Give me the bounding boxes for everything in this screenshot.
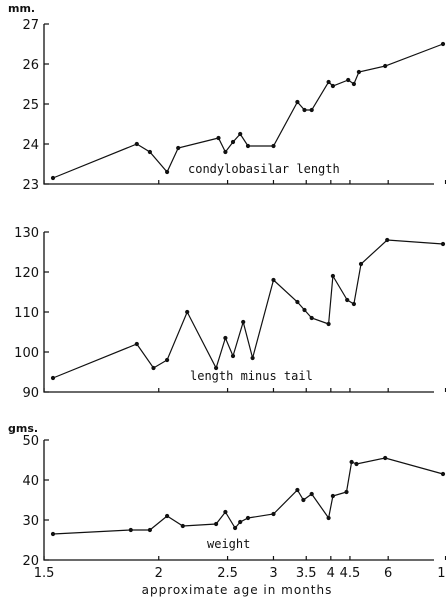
data-point — [383, 64, 387, 68]
data-point — [223, 336, 227, 340]
data-point — [271, 144, 275, 148]
data-point — [331, 274, 335, 278]
data-point — [441, 242, 445, 246]
data-point — [165, 170, 169, 174]
x-tick-label: 3 — [269, 566, 277, 581]
data-point — [302, 308, 306, 312]
data-point — [148, 150, 152, 154]
y-tick-label: 26 — [22, 58, 39, 73]
data-point — [238, 132, 242, 136]
data-point — [176, 146, 180, 150]
data-point — [310, 316, 314, 320]
data-point — [344, 490, 348, 494]
data-point — [383, 456, 387, 460]
data-point — [385, 238, 389, 242]
y-tick-label: 24 — [22, 138, 39, 153]
y-tick-label: 100 — [14, 346, 39, 361]
y-tick-label: 27 — [22, 18, 39, 33]
data-point — [310, 492, 314, 496]
data-point — [214, 366, 218, 370]
panel-condylobasilar-length: mm. condylobasilar length 23 24 25 26 27 — [8, 2, 445, 193]
series-line — [53, 458, 443, 534]
data-point — [129, 528, 133, 532]
panel-length-minus-tail: length minus tail 90 100 110 120 130 — [14, 226, 445, 401]
series-line — [53, 240, 443, 378]
data-point — [441, 42, 445, 46]
data-point — [441, 472, 445, 476]
data-point — [165, 358, 169, 362]
data-point — [233, 526, 237, 530]
x-tick-label: 2.5 — [217, 566, 238, 581]
data-point — [246, 144, 250, 148]
data-point — [231, 354, 235, 358]
y-tick-label: 110 — [14, 306, 39, 321]
data-point — [51, 176, 55, 180]
data-point — [301, 498, 305, 502]
data-point — [345, 298, 349, 302]
data-point — [346, 78, 350, 82]
y-unit-label: mm. — [8, 2, 35, 15]
data-point — [327, 322, 331, 326]
data-point — [251, 356, 255, 360]
x-tick-label: 12 — [437, 566, 446, 581]
y-tick-label: 30 — [22, 514, 39, 529]
axes-length-minus-tail — [44, 232, 434, 392]
data-point — [350, 460, 354, 464]
data-point — [357, 70, 361, 74]
data-point — [181, 524, 185, 528]
data-point — [223, 150, 227, 154]
data-point — [216, 136, 220, 140]
data-point — [352, 302, 356, 306]
data-point — [271, 512, 275, 516]
data-point — [354, 462, 358, 466]
series-label-condylobasilar-length: condylobasilar length — [188, 162, 340, 176]
data-point — [223, 510, 227, 514]
data-point — [246, 516, 250, 520]
data-point — [135, 142, 139, 146]
data-point — [331, 84, 335, 88]
x-tick-label: 4 — [327, 566, 335, 581]
data-point — [295, 100, 299, 104]
panel-weight: gms. weight 20 30 40 50 — [8, 422, 445, 569]
x-tick-label: 3.5 — [296, 566, 317, 581]
data-point — [359, 262, 363, 266]
data-point — [302, 108, 306, 112]
data-point — [231, 140, 235, 144]
y-tick-label: 23 — [22, 178, 39, 193]
y-tick-label: 90 — [22, 386, 39, 401]
data-point — [148, 528, 152, 532]
x-tick-label: 4.5 — [340, 566, 361, 581]
data-point — [238, 520, 242, 524]
series-label-weight: weight — [207, 537, 250, 551]
data-point — [214, 522, 218, 526]
data-point — [310, 108, 314, 112]
x-tick-label: 6 — [384, 566, 392, 581]
data-point — [327, 80, 331, 84]
data-point — [327, 516, 331, 520]
data-point — [271, 278, 275, 282]
y-tick-label: 25 — [22, 98, 39, 113]
axes-condylobasilar-length — [44, 24, 434, 184]
y-tick-label: 130 — [14, 226, 39, 241]
x-tick-label: 2 — [155, 566, 163, 581]
y-tick-label: 40 — [22, 474, 39, 489]
data-point — [295, 488, 299, 492]
x-axis-label: approximate age in months — [142, 583, 333, 597]
data-point — [352, 82, 356, 86]
data-point — [295, 300, 299, 304]
data-point — [185, 310, 189, 314]
y-tick-label: 50 — [22, 434, 39, 449]
series-label-length-minus-tail: length minus tail — [190, 369, 313, 383]
data-point — [151, 366, 155, 370]
x-tick-label: 1.5 — [34, 566, 55, 581]
data-point — [331, 494, 335, 498]
data-point — [165, 514, 169, 518]
data-point — [51, 532, 55, 536]
data-point — [51, 376, 55, 380]
data-point — [241, 320, 245, 324]
data-point — [135, 342, 139, 346]
y-tick-label: 120 — [14, 266, 39, 281]
